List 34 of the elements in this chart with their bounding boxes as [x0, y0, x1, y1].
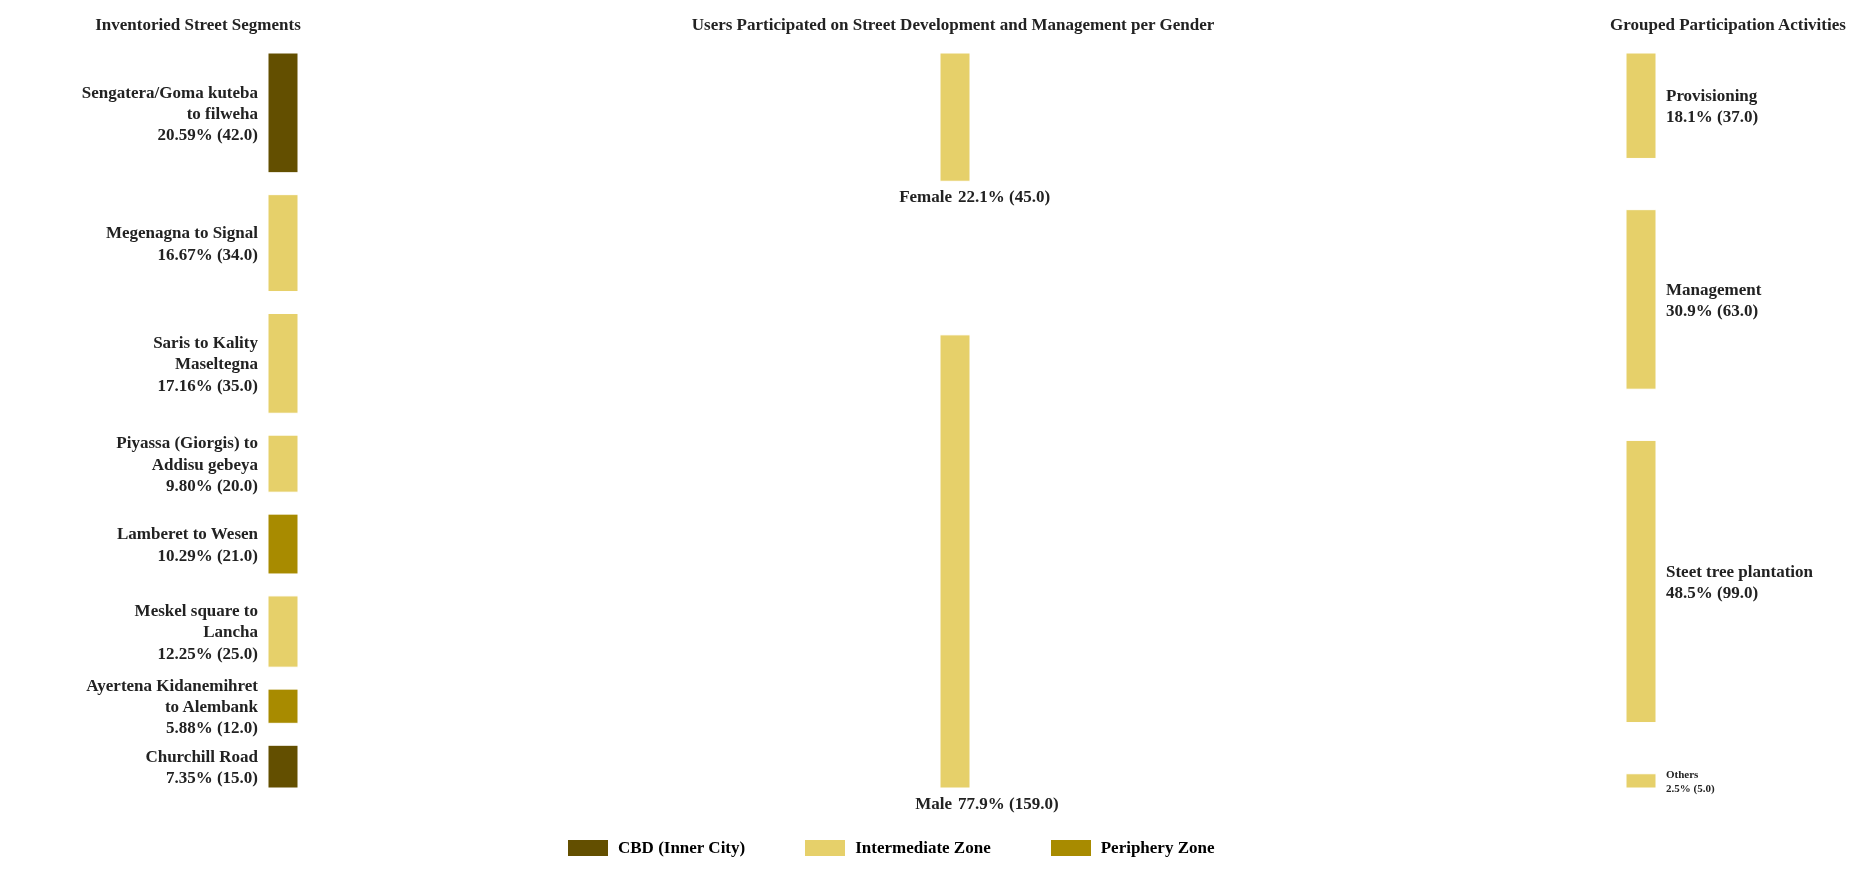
text: Inventoried Street Segments [95, 15, 302, 34]
category-label: Female [899, 187, 953, 207]
text: Users Participated on Street Development and Management per Gender [691, 15, 1215, 34]
category-label: Ayertena Kidanemihret to Alembank [86, 675, 259, 717]
category-label: Churchill Road [145, 746, 259, 766]
category-label: Megenagna to Signal [105, 223, 259, 243]
category-label: Provisioning [1666, 86, 1758, 106]
data-label: 9.80% (20.0) [165, 475, 258, 495]
legend-label: CBD (Inner City) [618, 838, 746, 858]
legend-label: Periphery Zone [1100, 838, 1215, 858]
data-label: 16.67% (34.0) [157, 244, 258, 264]
data-label: 12.25% (25.0) [157, 643, 258, 663]
data-label: 17.16% (35.0) [157, 375, 258, 395]
category-label: Others [1666, 767, 1700, 780]
data-label: 48.5% (99.0) [1666, 583, 1759, 603]
category-label: Meskel square to Lancha [134, 601, 259, 642]
text: Grouped Participation Activities [1610, 15, 1847, 34]
category-label: Management [1666, 279, 1762, 299]
data-label: 30.9% (63.0) [1666, 301, 1759, 320]
data-label: 18.1% (37.0) [1666, 107, 1759, 127]
data-label: 5.88% (12.0) [165, 718, 258, 738]
category-label: Saris to Kality Maseltegna [153, 333, 259, 374]
data-label: 77.9% (159.0) [958, 794, 1059, 813]
category-label: Male [915, 794, 953, 813]
data-label: 2.5% (5.0) [1666, 781, 1715, 795]
data-label: 20.59% (42.0) [157, 125, 258, 145]
category-label: Piyassa (Giorgis) to Addisu gebeya [116, 433, 259, 474]
category-label: Steet tree plantation [1666, 561, 1814, 581]
category-label: Lamberet to Wesen [116, 524, 259, 544]
category-label: Sengatera/Goma kuteba to filweha [81, 82, 259, 123]
legend-label: Intermediate Zone [855, 838, 991, 858]
data-label: 22.1% (45.0) [958, 187, 1051, 207]
data-label: 10.29% (21.0) [157, 545, 258, 565]
data-label: 7.35% (15.0) [165, 768, 258, 788]
